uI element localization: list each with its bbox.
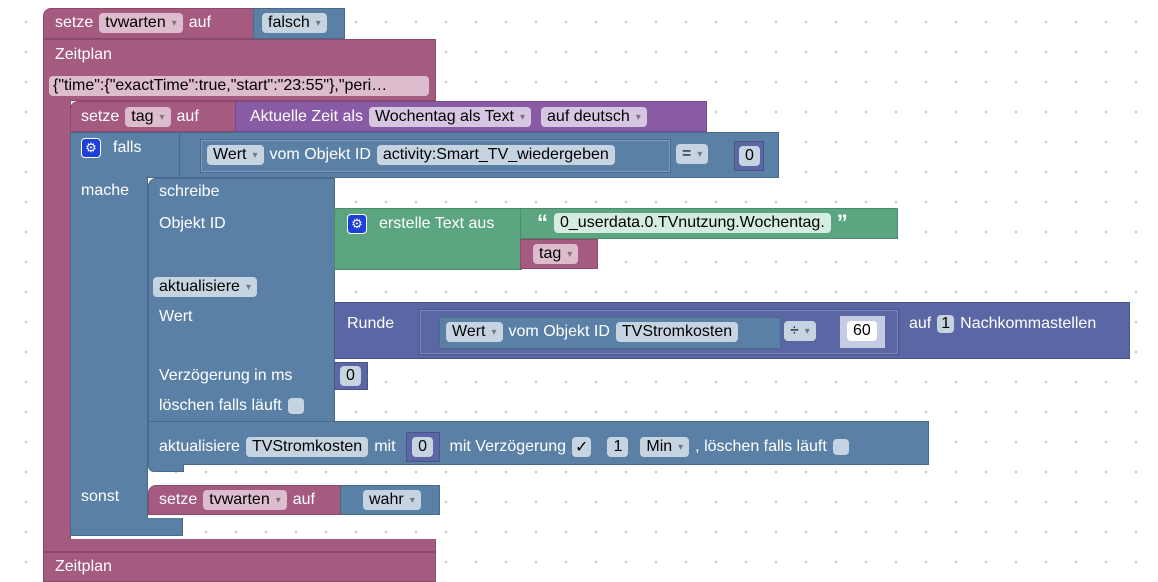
label: auf xyxy=(176,108,199,125)
delay-number-block[interactable]: 0 xyxy=(334,362,368,390)
schedule-field[interactable]: {"time":{"exactTime":true,"start":"23:55… xyxy=(49,76,429,96)
label: erstelle Text aus xyxy=(379,215,495,232)
var-dropdown[interactable]: tvwarten xyxy=(99,13,183,33)
label: schreibe xyxy=(159,183,220,200)
schedule-rail xyxy=(43,100,71,542)
else-label: sonst xyxy=(81,488,120,505)
schedule-label: Zeitplan xyxy=(55,558,112,575)
label: Verzögerung in ms xyxy=(159,367,293,384)
label: auf xyxy=(909,315,932,332)
language-dropdown[interactable]: auf deutsch xyxy=(541,107,647,127)
number-field[interactable]: 0 xyxy=(412,437,433,457)
quote-open-icon: “ xyxy=(537,210,548,235)
update-block[interactable]: aktualisiere TVStromkosten mit 0 mit Verzö… xyxy=(148,421,929,465)
if-block[interactable]: ⚙ falls xyxy=(70,132,180,178)
label: mit Verzögerung xyxy=(449,438,567,455)
schedule-block[interactable]: Zeitplan {"time":{"exactTime":true,"star… xyxy=(43,39,436,101)
quote-close-icon: ” xyxy=(836,210,848,235)
label: löschen falls läuft xyxy=(159,397,282,414)
attr-dropdown[interactable]: Wert xyxy=(207,145,264,165)
delay-number-field[interactable]: 1 xyxy=(607,437,629,457)
clear-checkbox[interactable] xyxy=(832,439,849,455)
var-dropdown[interactable]: tag xyxy=(125,107,171,127)
number-block[interactable]: 0 xyxy=(734,141,764,171)
unit-dropdown[interactable]: Min xyxy=(640,437,690,457)
update-bottom xyxy=(148,464,184,472)
schedule-label: Zeitplan xyxy=(55,46,112,63)
tag-var-block[interactable]: tag xyxy=(520,239,598,269)
operator-dropdown[interactable]: ÷ xyxy=(784,321,816,341)
digits-field[interactable]: 1 xyxy=(937,315,955,333)
label: auf xyxy=(188,14,211,31)
object-id-field[interactable]: TVStromkosten xyxy=(245,437,369,457)
gear-icon[interactable]: ⚙ xyxy=(347,214,367,234)
true-value-block[interactable]: wahr xyxy=(340,485,440,515)
delay-checkbox[interactable]: ✓ xyxy=(572,437,592,457)
number-field[interactable]: 60 xyxy=(847,321,877,341)
round-block[interactable]: Runde Wert vom Objekt ID TVStromkosten ÷ 6… xyxy=(334,302,1130,359)
bool-dropdown[interactable]: falsch xyxy=(262,13,327,33)
label: vom Objekt ID xyxy=(269,146,371,163)
label: setze xyxy=(159,491,198,508)
bool-dropdown[interactable]: wahr xyxy=(363,490,421,510)
get-value-block[interactable]: Wert vom Objekt ID activity:Smart_TV_wiede… xyxy=(200,139,671,173)
clear-checkbox[interactable] xyxy=(287,398,304,414)
if-rail: mache sonst xyxy=(70,176,148,536)
format-dropdown[interactable]: Wochentag als Text xyxy=(368,107,532,127)
schedule-block-2[interactable]: Zeitplan xyxy=(43,552,436,582)
schedule-bottom xyxy=(43,539,436,552)
label: mit xyxy=(374,438,396,455)
number-block[interactable]: 0 xyxy=(405,432,440,462)
mode-dropdown[interactable]: aktualisiere xyxy=(153,277,257,297)
text-block[interactable]: “ 0_userdata.0.TVnutzung.Wochentag.” xyxy=(520,208,898,239)
label: setze xyxy=(55,14,94,31)
divide-block[interactable]: Wert vom Objekt ID TVStromkosten ÷ 60 xyxy=(419,309,899,355)
operator-dropdown[interactable]: = xyxy=(676,144,709,164)
label: auf xyxy=(292,491,315,508)
label: aktualisiere xyxy=(159,438,240,455)
if-bottom xyxy=(70,518,183,536)
label: setze xyxy=(81,108,120,125)
label: Runde xyxy=(347,315,395,332)
label: Aktuelle Zeit als xyxy=(250,108,363,125)
object-id-field[interactable]: activity:Smart_TV_wiedergeben xyxy=(376,145,615,165)
number-field[interactable]: 0 xyxy=(739,146,760,166)
set-tvwarten-block[interactable]: setze tvwarten auf xyxy=(43,8,255,39)
compare-block[interactable]: Wert vom Objekt ID activity:Smart_TV_wiede… xyxy=(180,132,779,178)
set-tag-block[interactable]: setze tagauf xyxy=(70,101,236,132)
text-join-block[interactable]: ⚙ erstelle Text aus xyxy=(334,208,522,270)
if-label: falls xyxy=(113,139,142,156)
number-block[interactable]: 60 xyxy=(840,316,885,348)
label: Objekt ID xyxy=(159,215,226,232)
current-time-block[interactable]: Aktuelle Zeit als Wochentag als Text auf d… xyxy=(235,101,707,132)
write-block[interactable]: schreibe Objekt ID aktualisiere Wert Ver… xyxy=(148,178,335,422)
label: , löschen falls läuft xyxy=(695,438,827,455)
do-label: mache xyxy=(81,182,130,199)
label: vom Objekt ID xyxy=(508,323,610,340)
label: Wert xyxy=(159,308,193,325)
object-id-field[interactable]: TVStromkosten xyxy=(615,322,739,342)
number-field[interactable]: 0 xyxy=(340,366,361,386)
label: Nachkommastellen xyxy=(960,315,1097,332)
gear-icon[interactable]: ⚙ xyxy=(81,138,101,158)
var-dropdown[interactable]: tvwarten xyxy=(203,490,287,510)
attr-dropdown[interactable]: Wert xyxy=(446,322,503,342)
get-value-block[interactable]: Wert vom Objekt ID TVStromkosten xyxy=(439,317,781,349)
text-field[interactable]: 0_userdata.0.TVnutzung.Wochentag. xyxy=(554,213,831,233)
var-dropdown[interactable]: tag xyxy=(533,244,579,264)
set-tvwarten-true-block[interactable]: setze tvwarten auf xyxy=(148,485,342,515)
false-value-block[interactable]: falsch xyxy=(253,8,345,39)
